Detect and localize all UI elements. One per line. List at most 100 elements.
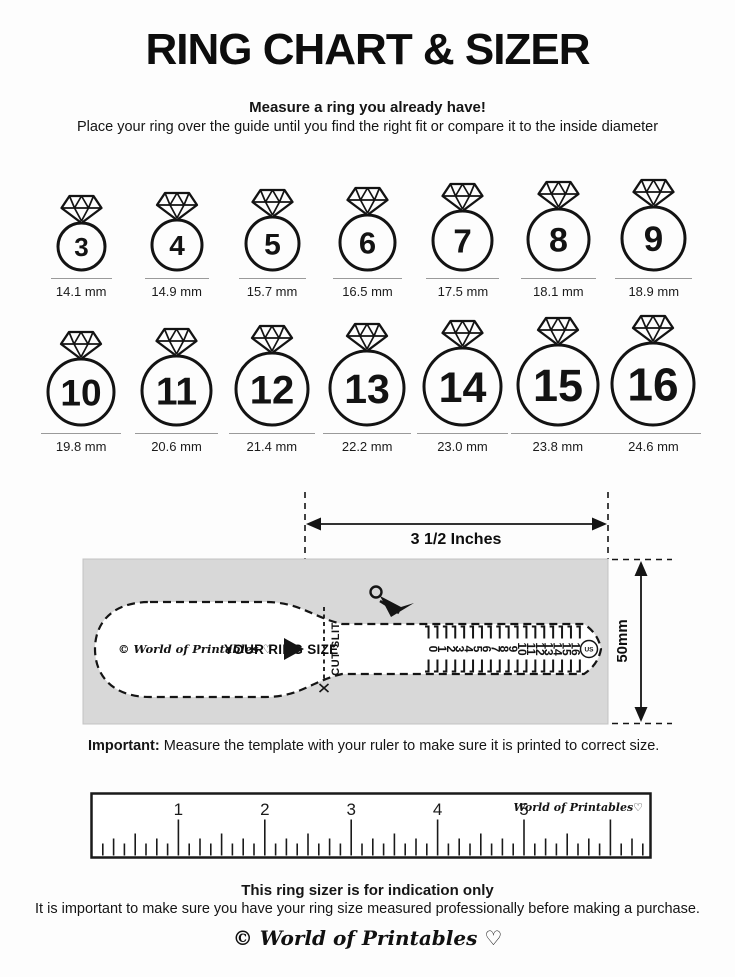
ring-underline: [238, 277, 306, 279]
ring-size-item: 16 24.6 mm: [605, 313, 702, 454]
height-dimension-label: 50mm: [614, 619, 631, 662]
sizer-scale-number: 5: [471, 645, 485, 652]
ring-size-item: 3 14.1 mm: [34, 193, 129, 299]
ring-chart: 3 14.1 mm 4 14.9 mm 5 15.7 mm 6 16.5 mm 7 17.5 mm…: [34, 177, 702, 454]
ring-underline: [615, 277, 693, 279]
svg-text:9: 9: [644, 220, 663, 259]
svg-text:13: 13: [344, 365, 390, 411]
ring-size-item: 6 16.5 mm: [320, 185, 415, 299]
us-size-label: US: [584, 646, 594, 653]
ring-icon: 4: [150, 191, 204, 272]
ring-diameter-label: 17.5 mm: [437, 283, 489, 299]
ruler-inch-number: 3: [346, 800, 355, 819]
sizer-scale-number: 7: [488, 645, 502, 652]
ring-row-1: 3 14.1 mm 4 14.9 mm 5 15.7 mm 6 16.5 mm 7 17.5 mm…: [34, 177, 702, 299]
ring-icon: 10: [46, 330, 116, 427]
cut-slit-scissors-mark-icon: [318, 683, 330, 693]
height-arrow-bottom-head: [634, 706, 648, 722]
footer-bold-line: This ring sizer is for indication only: [241, 881, 494, 899]
ring-diameter-label: 14.1 mm: [55, 283, 107, 299]
ruler-inch-number: 1: [174, 800, 183, 819]
ring-icon: 6: [338, 186, 397, 272]
ring-underline: [50, 277, 112, 279]
ring-icon: 15: [516, 316, 600, 427]
ring-underline: [134, 432, 218, 434]
ring-icon: 7: [431, 182, 494, 272]
intro-bold-line: Measure a ring you already have!: [249, 99, 486, 117]
cut-slit-label: CUT SLIT: [330, 622, 342, 676]
ring-diameter-label: 20.6 mm: [151, 438, 202, 454]
ring-size-item: 8 18.1 mm: [511, 179, 606, 299]
ring-underline: [426, 277, 500, 279]
ring-diameter-label: 14.9 mm: [151, 283, 202, 299]
ring-underline: [416, 432, 508, 434]
ring-diameter-label: 21.4 mm: [246, 438, 298, 454]
intro-block: Measure a ring you already have! Place y…: [0, 98, 735, 136]
ring-underline: [323, 432, 412, 434]
svg-text:6: 6: [359, 225, 376, 260]
ring-underline: [510, 432, 605, 434]
your-ring-size-label: YOUR RING SIZE: [224, 642, 338, 657]
ring-diameter-label: 15.7 mm: [246, 283, 298, 299]
sizer-scale-number: 9: [506, 645, 520, 652]
ring-icon: 5: [244, 188, 301, 272]
page-title: RING CHART & SIZER: [145, 25, 591, 74]
footer-text-line: It is important to make sure you have yo…: [35, 901, 700, 918]
ring-icon: 9: [620, 178, 687, 272]
svg-text:11: 11: [156, 370, 197, 413]
ring-underline: [228, 432, 315, 434]
ring-size-item: 10 19.8 mm: [34, 329, 129, 454]
ruler-inch-number: 2: [260, 800, 269, 819]
ring-diameter-label: 23.0 mm: [437, 438, 488, 454]
ring-size-item: 7 17.5 mm: [415, 181, 510, 299]
sizer-scale-number: 14: [551, 642, 565, 656]
important-note-bold: Important:: [88, 737, 160, 754]
sizer-scale-number: 6: [479, 645, 493, 652]
important-note-text: Measure the template with your ruler to …: [159, 737, 660, 754]
ring-underline: [144, 277, 209, 279]
ring-row-2: 10 19.8 mm 11 20.6 mm 12 21.4 mm 13 22.2 mm 14 23…: [34, 313, 702, 454]
ring-diameter-label: 24.6 mm: [628, 438, 679, 454]
ring-size-item: 9 18.9 mm: [606, 177, 701, 299]
sizer-scale-number: 12: [533, 642, 547, 656]
svg-text:10: 10: [61, 372, 102, 413]
ring-diameter-label: 16.5 mm: [342, 283, 393, 299]
svg-text:15: 15: [533, 360, 583, 411]
svg-text:7: 7: [454, 222, 472, 259]
sizer-scale-ticks: [425, 625, 581, 673]
ring-icon: 12: [234, 324, 310, 427]
ring-icon: 3: [56, 194, 107, 272]
ring-size-item: 14 23.0 mm: [415, 318, 510, 454]
svg-text:8: 8: [549, 221, 568, 259]
ring-size-item: 11 20.6 mm: [129, 326, 224, 454]
ring-underline: [41, 432, 122, 434]
pointer-triangle-icon: [284, 637, 304, 660]
ring-size-item: 12 21.4 mm: [224, 323, 319, 454]
ruler-inch-number: 4: [433, 800, 442, 819]
sizer-scale-number: 15: [560, 642, 574, 656]
svg-text:12: 12: [250, 368, 295, 412]
ring-size-item: 4 14.9 mm: [129, 190, 224, 299]
ruler: 1 2 3 4 5 World of Printables♡: [90, 791, 652, 859]
sizer-scale-number: 2: [444, 645, 458, 652]
scissors-icon: [369, 585, 414, 617]
sizer-scale-number: 3: [453, 645, 467, 652]
ring-icon: 8: [526, 180, 591, 272]
sizer-brand-text: © World of Printables ♡: [118, 642, 273, 656]
width-dimension-label: 3 1/2 Inches: [411, 531, 502, 548]
sizer-scale-number: 1: [435, 645, 449, 652]
sizer-scale-number: 8: [497, 645, 511, 652]
ruler-brand-text: World of Printables♡: [513, 801, 643, 814]
ring-icon: 16: [610, 314, 696, 427]
svg-text:4: 4: [169, 230, 185, 261]
height-arrow-top-head: [634, 560, 648, 576]
ring-size-item: 13 22.2 mm: [319, 321, 414, 454]
svg-text:14: 14: [439, 364, 487, 412]
sizer-scale-number: 13: [542, 642, 556, 656]
intro-sub-line: Place your ring over the guide until you…: [76, 118, 659, 135]
important-note: Important: Measure the template with you…: [88, 738, 735, 754]
ring-sizer-template: 3 1/2 Inches 50mm CUT SLIT © World of Pr…: [82, 491, 672, 725]
us-size-circle: [579, 639, 599, 658]
svg-text:3: 3: [74, 232, 88, 262]
